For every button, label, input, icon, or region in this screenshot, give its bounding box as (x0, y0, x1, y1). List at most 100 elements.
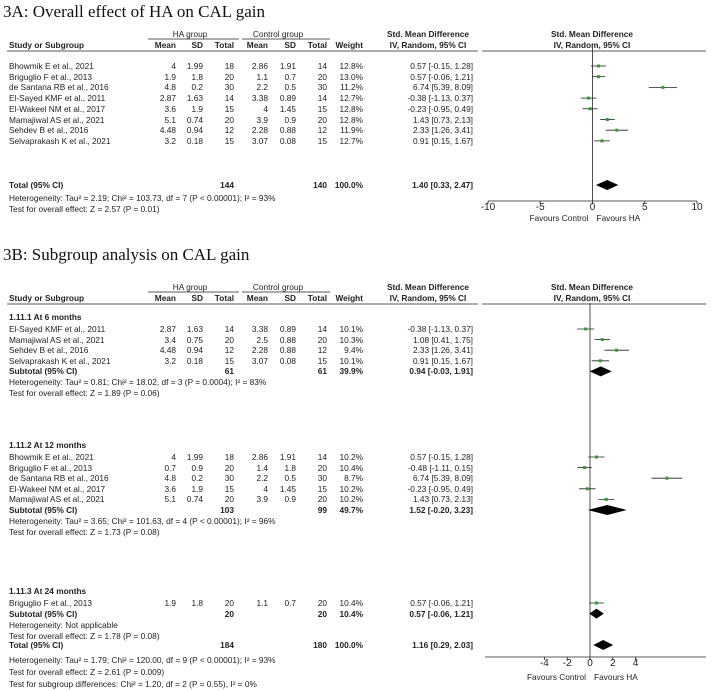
ha-sd: 0.75 (186, 334, 203, 345)
study-smd-ci: 0.57 [-0.06, 1.21] (410, 598, 473, 608)
control-total: 30 (317, 82, 327, 93)
effect-marker-b-0 (584, 327, 588, 331)
subgroup-heterogeneity: Heterogeneity: Tau² = 3.65; Chi² = 101.6… (9, 516, 276, 526)
ha-total: 20 (224, 494, 234, 505)
control-total: 14 (317, 93, 327, 104)
header-sd-ha: SD (191, 40, 203, 50)
header-smd-method: IV, Random, 95% CI (389, 40, 467, 50)
pooled-diamond-a (595, 180, 619, 190)
study-name: Bhowmik E et al., 2021 (9, 452, 94, 462)
study-weight: 12.7% (339, 135, 363, 146)
control-mean: 1.4 (256, 462, 268, 473)
ha-mean: 0.7 (164, 462, 176, 473)
study-name: Selvaprakash K et al., 2021 (9, 135, 111, 146)
header-weight: Weight (335, 40, 364, 50)
total-ha-n: 184 (220, 640, 234, 650)
total-control-n: 20 (317, 608, 327, 619)
control-mean: 2.86 (251, 452, 268, 462)
ha-mean: 1.9 (164, 598, 176, 608)
subtotal-diamond-b-2 (589, 608, 604, 619)
ha-mean: 3.2 (164, 135, 176, 146)
effect-marker-a-0 (596, 64, 600, 68)
subgroup-test: Test for overall effect: Z = 1.73 (P = 0… (9, 527, 160, 537)
ha-mean: 4.8 (164, 473, 176, 484)
control-sd: 0.5 (284, 82, 296, 93)
control-total: 20 (317, 598, 327, 608)
ha-sd: 1.8 (191, 71, 203, 82)
control-mean: 2.2 (256, 82, 268, 93)
control-total: 12 (317, 345, 327, 356)
study-weight: 13.0% (339, 71, 363, 82)
total-label: Total (95% CI) (9, 640, 64, 650)
ha-total: 20 (224, 462, 234, 473)
header-plot-smd: Std. Mean Difference (550, 282, 634, 292)
ha-total: 14 (224, 93, 234, 104)
control-total: 15 (317, 483, 327, 494)
favours-control-b: Favours Control (526, 672, 586, 682)
study-name: Selvaprakash K et al., 2021 (9, 355, 111, 366)
subtotal-diamond-b-1 (587, 505, 627, 515)
ha-mean: 4 (171, 452, 176, 462)
total-control-n: 99 (317, 505, 327, 515)
ha-total: 15 (224, 103, 234, 114)
favours-ha-b: Favours HA (594, 672, 638, 682)
ha-sd: 1.9 (191, 103, 203, 114)
control-sd: 0.9 (284, 494, 296, 505)
header-ha-group: HA group (172, 282, 208, 292)
ha-total: 30 (224, 82, 234, 93)
effect-marker-b-7 (585, 487, 589, 491)
ha-sd: 0.9 (191, 462, 203, 473)
control-mean: 2.28 (251, 345, 268, 356)
control-total: 15 (317, 135, 327, 146)
ha-mean: 4.8 (164, 82, 176, 93)
header-mean-ha: Mean (154, 293, 176, 303)
header-study: Study or Subgroup (9, 293, 85, 303)
total-label: Subtotal (95% CI) (9, 366, 78, 377)
study-weight: 10.4% (339, 462, 363, 473)
control-sd: 1.91 (279, 452, 296, 462)
ha-sd: 1.9 (191, 483, 203, 494)
study-smd-ci: 2.33 [1.26, 3.41] (413, 345, 473, 356)
study-smd-ci: -0.38 [-1.13, 0.37] (407, 324, 474, 334)
control-mean: 1.1 (256, 71, 268, 82)
x-tick-label-a: 0 (589, 202, 596, 213)
header-study: Study or Subgroup (9, 40, 85, 50)
study-weight: 11.2% (340, 82, 363, 93)
ha-mean: 3.4 (164, 334, 176, 345)
x-tick-label-a: 5 (641, 202, 648, 213)
ha-total: 15 (224, 483, 234, 494)
control-total: 15 (317, 355, 327, 366)
ha-total: 20 (224, 114, 234, 125)
study-weight: 10.1% (339, 324, 363, 334)
ha-mean: 3.6 (164, 103, 176, 114)
control-mean: 4 (263, 103, 268, 114)
header-total-ha: Total (214, 293, 234, 303)
total-ha-n: 103 (220, 505, 234, 515)
effect-marker-b-6 (665, 476, 669, 480)
effect-marker-a-4 (588, 107, 592, 111)
ha-mean: 4 (171, 61, 176, 71)
subgroup-test: Test for overall effect: Z = 1.78 (P = 0… (9, 630, 160, 641)
study-weight: 12.7% (339, 93, 363, 104)
header-plot-method: IV, Random, 95% CI (553, 293, 631, 303)
effect-marker-a-2 (661, 85, 665, 89)
control-sd: 0.7 (284, 71, 296, 82)
total-label: Total (95% CI) (9, 180, 64, 190)
x-tick-label-a: -5 (535, 202, 545, 213)
header-smd: Std. Mean Difference (386, 282, 470, 292)
control-mean: 4 (263, 483, 268, 494)
ha-sd: 0.94 (186, 345, 203, 356)
control-sd: 0.08 (279, 355, 296, 366)
total-weight: 39.9% (339, 366, 363, 377)
study-weight: 10.2% (339, 483, 363, 494)
control-sd: 1.91 (279, 61, 296, 71)
study-name: Sehdev B et al., 2016 (9, 125, 89, 136)
study-weight: 12.8% (339, 61, 363, 71)
header-control-group: Control group (252, 282, 304, 292)
control-mean: 3.9 (256, 114, 268, 125)
study-name: Mamajiwal AS et al., 2021 (9, 114, 105, 125)
header-mean-control: Mean (246, 40, 268, 50)
study-smd-ci: 6.74 [5.39, 8.09] (413, 473, 473, 484)
study-smd-ci: 1.43 [0.73, 2.13] (413, 114, 473, 125)
total-smd-ci: 1.16 [0.29, 2.03] (412, 640, 473, 650)
